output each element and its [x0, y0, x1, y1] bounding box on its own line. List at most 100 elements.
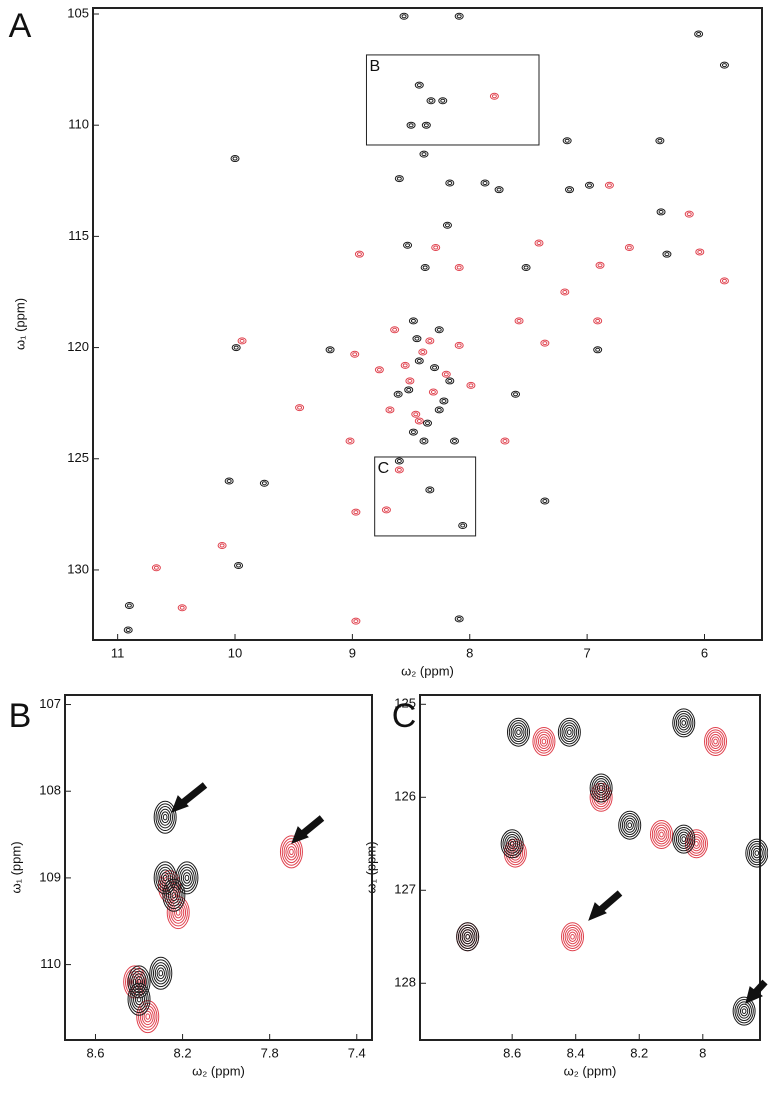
- contour: [674, 826, 694, 852]
- contour: [565, 186, 575, 194]
- contour: [374, 366, 384, 374]
- contour: [283, 840, 300, 864]
- contour: [454, 341, 464, 349]
- contour: [279, 835, 303, 869]
- contour: [428, 388, 438, 396]
- x-tick-label: 9: [349, 645, 356, 660]
- contour: [287, 846, 296, 858]
- contour: [426, 97, 436, 105]
- contour: [123, 965, 147, 999]
- peak: [224, 477, 234, 485]
- contour: [138, 1002, 158, 1031]
- contour: [152, 962, 169, 985]
- contour: [421, 152, 427, 157]
- contour: [681, 836, 687, 842]
- contour: [434, 326, 444, 334]
- contour: [593, 787, 609, 808]
- peak: [500, 437, 510, 445]
- contour: [230, 155, 240, 163]
- contour: [626, 245, 632, 250]
- arrow-head: [291, 826, 309, 844]
- contour: [456, 922, 480, 952]
- peak: [511, 390, 521, 398]
- contour: [566, 929, 579, 945]
- peak: [217, 541, 227, 549]
- peak: [439, 397, 449, 405]
- peak: [412, 335, 422, 343]
- contour: [463, 931, 472, 942]
- y-tick-label: 108: [39, 783, 61, 798]
- contour: [418, 348, 428, 356]
- peak: [458, 521, 468, 529]
- contour: [394, 175, 404, 183]
- contour: [595, 261, 605, 269]
- contour: [387, 407, 393, 412]
- contour: [167, 886, 180, 904]
- contour: [136, 996, 142, 1003]
- contour: [347, 438, 353, 443]
- contour: [231, 344, 241, 352]
- contour: [732, 996, 756, 1026]
- peak: [123, 626, 133, 634]
- peak: [425, 337, 435, 345]
- contour: [233, 345, 239, 350]
- peak: [350, 350, 360, 358]
- contour: [432, 365, 438, 370]
- contour: [159, 808, 172, 826]
- contour: [672, 824, 696, 854]
- contour: [157, 806, 173, 829]
- contour: [281, 838, 302, 866]
- peak: [534, 239, 544, 247]
- peak: [540, 339, 550, 347]
- contour: [655, 137, 665, 145]
- peak: [672, 824, 696, 854]
- peak: [434, 326, 444, 334]
- peak: [418, 348, 428, 356]
- contour: [403, 241, 413, 249]
- peak: [394, 175, 404, 183]
- contour: [681, 720, 687, 726]
- y-tick-label: 130: [67, 561, 89, 576]
- contour: [686, 212, 692, 217]
- contour: [423, 123, 429, 128]
- y-tick-label: 105: [67, 5, 89, 20]
- peak: [672, 708, 696, 738]
- contour: [419, 150, 429, 158]
- peak: [351, 617, 361, 625]
- contour: [442, 221, 452, 229]
- contour: [532, 726, 556, 756]
- contour: [597, 263, 603, 268]
- contour: [414, 417, 424, 425]
- peak: [400, 361, 410, 369]
- contour: [570, 933, 575, 940]
- contour: [721, 278, 727, 283]
- peak: [404, 386, 414, 394]
- contour: [454, 615, 464, 623]
- contour: [169, 889, 179, 902]
- x-tick-label: 7: [584, 645, 591, 660]
- contour: [672, 708, 696, 738]
- contour: [516, 729, 521, 736]
- peak: [423, 419, 432, 427]
- contour: [402, 363, 408, 368]
- contour: [536, 241, 542, 246]
- contour: [289, 848, 294, 856]
- contour: [659, 831, 664, 838]
- contour: [595, 318, 601, 323]
- contour: [400, 361, 410, 369]
- y-axis-label: ω₁ (ppm): [12, 298, 27, 350]
- contour: [172, 904, 185, 922]
- contour: [507, 717, 531, 747]
- contour: [664, 252, 670, 257]
- contour: [562, 137, 572, 145]
- contour: [656, 208, 666, 216]
- peak: [279, 835, 303, 869]
- contour: [155, 803, 175, 832]
- contour: [734, 999, 754, 1024]
- peak: [162, 878, 186, 912]
- contour: [557, 717, 581, 747]
- contour: [451, 438, 457, 443]
- contour: [439, 397, 449, 405]
- contour: [295, 404, 305, 412]
- peak: [351, 508, 361, 516]
